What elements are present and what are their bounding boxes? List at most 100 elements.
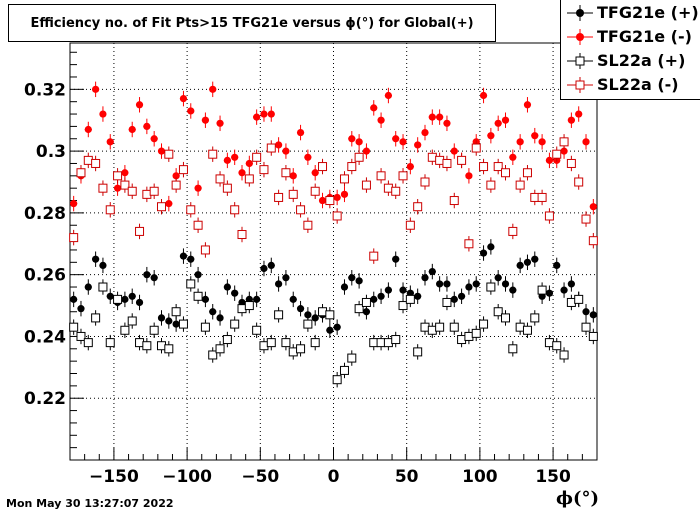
data-point — [479, 319, 489, 329]
data-point — [501, 280, 510, 288]
data-point — [157, 147, 166, 155]
data-point — [465, 172, 473, 180]
data-point — [143, 271, 151, 279]
data-point — [304, 311, 312, 319]
data-point — [135, 226, 145, 236]
data-point — [267, 261, 275, 269]
data-point — [436, 113, 444, 121]
data-point — [142, 189, 152, 199]
data-point — [574, 294, 584, 304]
data-point — [245, 159, 253, 168]
data-point — [552, 149, 562, 159]
data-point — [128, 292, 136, 300]
data-point — [91, 313, 101, 323]
data-point — [428, 267, 436, 276]
data-point — [399, 138, 407, 146]
x-axis-label: ϕ(°) — [556, 488, 599, 509]
data-point — [230, 205, 240, 215]
data-point — [493, 307, 503, 317]
data-point — [362, 308, 371, 316]
data-point — [384, 91, 392, 100]
data-point — [560, 286, 568, 294]
data-point — [567, 280, 575, 288]
data-point — [581, 322, 591, 332]
data-point — [406, 162, 414, 171]
data-point — [427, 152, 437, 162]
data-point — [171, 307, 181, 317]
data-point — [414, 292, 422, 300]
data-point — [545, 156, 554, 164]
data-point — [464, 239, 474, 249]
data-point — [157, 314, 166, 322]
data-point — [231, 153, 239, 161]
data-point — [105, 338, 115, 348]
data-point — [296, 344, 306, 354]
data-point — [553, 261, 561, 269]
data-point — [509, 153, 517, 161]
data-point — [361, 297, 371, 307]
data-point — [435, 155, 445, 165]
data-point — [523, 101, 532, 109]
data-point — [347, 162, 357, 172]
data-point — [69, 233, 79, 243]
data-point — [383, 338, 393, 348]
data-point — [156, 202, 166, 212]
data-point — [479, 162, 489, 172]
legend-entry-tfg21e-minus: TFG21e (-) — [561, 25, 700, 49]
data-point — [340, 190, 349, 198]
data-point — [194, 184, 202, 192]
data-point — [354, 152, 364, 162]
data-point — [552, 341, 562, 351]
data-point — [566, 158, 576, 168]
data-point — [259, 165, 269, 175]
data-point — [135, 101, 144, 109]
data-point — [362, 147, 371, 155]
data-point — [113, 294, 123, 304]
series-2 — [69, 276, 598, 388]
data-point — [369, 338, 379, 348]
data-point — [588, 331, 598, 341]
data-point — [325, 196, 335, 206]
data-point — [201, 116, 210, 124]
data-point — [318, 162, 328, 172]
data-point — [274, 192, 284, 202]
data-point — [231, 289, 239, 297]
data-point — [354, 304, 364, 314]
data-point — [267, 110, 275, 118]
data-point — [165, 317, 173, 325]
data-point — [260, 264, 268, 273]
data-point — [348, 135, 356, 143]
data-point — [230, 319, 240, 329]
data-point — [457, 292, 466, 300]
data-point — [252, 152, 262, 162]
data-point — [209, 85, 217, 93]
x-tick-label: −100 — [162, 467, 212, 487]
data-point — [208, 149, 218, 159]
data-point — [391, 335, 401, 345]
data-point — [405, 220, 415, 230]
data-point — [421, 128, 429, 137]
data-point — [588, 236, 598, 246]
data-point — [574, 177, 584, 187]
legend-marker-filled-circle-icon — [567, 5, 593, 21]
data-point — [538, 138, 546, 146]
data-point — [289, 295, 297, 303]
data-point — [318, 196, 327, 205]
data-point — [311, 314, 319, 322]
data-point — [311, 169, 319, 177]
data-point — [450, 295, 458, 303]
data-point — [589, 203, 597, 211]
data-point — [70, 200, 78, 208]
data-point — [120, 325, 130, 335]
data-point — [421, 274, 429, 282]
y-tick-label: 0.26 — [24, 266, 66, 286]
y-tick-label: 0.3 — [36, 142, 66, 162]
y-tick-label: 0.28 — [24, 204, 66, 224]
data-point — [370, 295, 378, 303]
data-point — [501, 313, 511, 323]
data-point — [544, 211, 554, 221]
data-point — [164, 149, 174, 159]
data-point — [106, 292, 114, 300]
data-point — [121, 295, 129, 303]
data-point — [509, 286, 517, 294]
